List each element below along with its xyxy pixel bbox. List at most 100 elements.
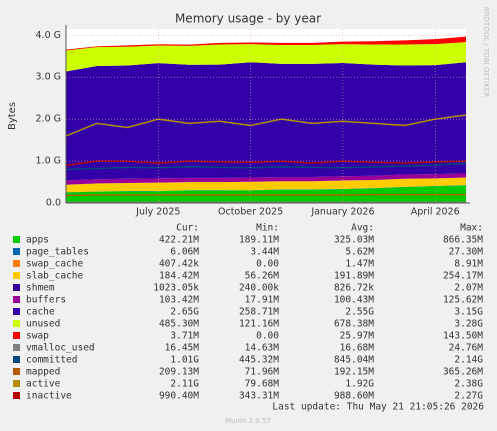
- legend-swatch: [13, 332, 20, 339]
- legend-label: buffers: [26, 295, 66, 306]
- legend-swatch: [13, 272, 20, 279]
- area: [66, 36, 466, 51]
- legend-value: 192.15M: [334, 367, 374, 378]
- legend-label: page_tables: [26, 247, 89, 258]
- legend-value: 8.91M: [454, 259, 483, 270]
- legend-label: apps: [26, 235, 49, 246]
- legend-value: 2.27G: [454, 391, 483, 402]
- legend-value: 103.42M: [159, 295, 199, 306]
- legend-value: 988.60M: [334, 391, 374, 402]
- legend-label: committed: [26, 355, 77, 366]
- legend-value: 79.68M: [245, 379, 280, 390]
- area: [66, 177, 466, 193]
- last-update: Last update: Thu May 21 21:05:26 2026: [272, 402, 484, 413]
- legend-value: 121.16M: [239, 319, 279, 330]
- x-tick-label: October 2025: [218, 207, 283, 218]
- legend-swatch: [13, 308, 20, 315]
- legend-value: 845.04M: [334, 355, 374, 366]
- legend-value: 56.26M: [245, 271, 280, 282]
- x-tick-label: January 2026: [310, 207, 374, 218]
- legend-value: 258.71M: [239, 307, 279, 318]
- legend-swatch: [13, 368, 20, 375]
- x-tick-label: April 2026: [411, 207, 460, 218]
- x-tick-label: July 2025: [135, 207, 180, 218]
- area: [66, 185, 466, 203]
- legend-label: swap: [26, 331, 49, 342]
- y-tick-label: 4.0 G: [36, 30, 62, 41]
- legend-label: active: [26, 379, 61, 390]
- legend-value: 16.68M: [340, 343, 375, 354]
- legend-swatch: [13, 392, 20, 399]
- legend-value: 6.06M: [170, 247, 199, 258]
- legend-label: cache: [26, 307, 55, 318]
- legend-swatch: [13, 236, 20, 243]
- y-tick-label: 0.0: [46, 198, 61, 209]
- legend-value: 191.89M: [334, 271, 374, 282]
- legend-swatch: [13, 356, 20, 363]
- legend-value: 3.44M: [250, 247, 279, 258]
- legend-value: 100.43M: [334, 295, 374, 306]
- legend-value: 189.11M: [239, 235, 279, 246]
- legend-label: unused: [26, 319, 60, 330]
- legend-value: 1.92G: [345, 379, 374, 390]
- legend-swatch: [13, 248, 20, 255]
- legend-value: 0.00: [256, 259, 279, 270]
- legend-label: inactive: [26, 391, 72, 402]
- legend-value: 14.63M: [245, 343, 280, 354]
- plot-layer: [66, 36, 466, 203]
- legend-label: shmem: [26, 283, 55, 294]
- legend-value: 1.01G: [170, 355, 199, 366]
- side-note: RRDTOOL / TOBI OETIKER: [482, 7, 490, 97]
- legend-value: 866.35M: [443, 235, 483, 246]
- legend-value: 2.38G: [454, 379, 483, 390]
- legend-value: 1.47M: [345, 259, 374, 270]
- legend-value: 3.28G: [454, 319, 483, 330]
- legend-swatch: [13, 296, 20, 303]
- y-tick-label: 3.0 G: [36, 72, 62, 83]
- legend-value: 2.55G: [345, 307, 374, 318]
- line: [65, 193, 466, 197]
- column-header: Avg:: [351, 223, 374, 234]
- legend-value: 0.00: [256, 331, 279, 342]
- legend-label: swap_cache: [26, 259, 83, 270]
- legend-swatch: [13, 320, 20, 327]
- legend-value: 209.13M: [159, 367, 199, 378]
- legend-value: 407.42k: [159, 259, 199, 270]
- legend-value: 254.17M: [443, 271, 483, 282]
- legend-value: 17.91M: [245, 295, 280, 306]
- legend-value: 1023.05k: [153, 283, 199, 294]
- legend-value: 826.72k: [334, 283, 374, 294]
- y-axis-label: Bytes: [7, 102, 18, 130]
- legend-label: slab_cache: [26, 271, 83, 282]
- legend-label: mapped: [26, 367, 60, 378]
- column-header: Min:: [256, 223, 279, 234]
- line: [65, 114, 467, 137]
- legend-value: 445.32M: [239, 355, 279, 366]
- legend-swatch: [13, 284, 20, 291]
- legend-value: 343.31M: [239, 391, 279, 402]
- legend-value: 325.03M: [334, 235, 374, 246]
- legend-value: 3.15G: [454, 307, 483, 318]
- legend-value: 485.30M: [159, 319, 199, 330]
- legend-swatch: [13, 380, 20, 387]
- legend-value: 2.14G: [454, 355, 483, 366]
- legend-swatch: [13, 344, 20, 351]
- column-header: Max:: [460, 223, 483, 234]
- legend-value: 27.30M: [449, 247, 484, 258]
- line: [65, 162, 467, 171]
- legend-value: 2.11G: [170, 379, 199, 390]
- column-header: Cur:: [176, 223, 199, 234]
- y-tick-label: 1.0 G: [36, 156, 62, 167]
- legend-value: 2.65G: [170, 307, 199, 318]
- legend-label: vmalloc_used: [26, 343, 95, 354]
- legend-value: 16.45M: [165, 343, 200, 354]
- legend-value: 5.62M: [345, 247, 374, 258]
- legend-value: 3.71M: [170, 331, 199, 342]
- line: [65, 160, 467, 167]
- legend-value: 71.96M: [245, 367, 280, 378]
- legend-value: 240.00k: [239, 283, 279, 294]
- legend-value: 422.21M: [159, 235, 199, 246]
- footer: Munin 2.0.57: [225, 417, 271, 425]
- area: [66, 62, 466, 181]
